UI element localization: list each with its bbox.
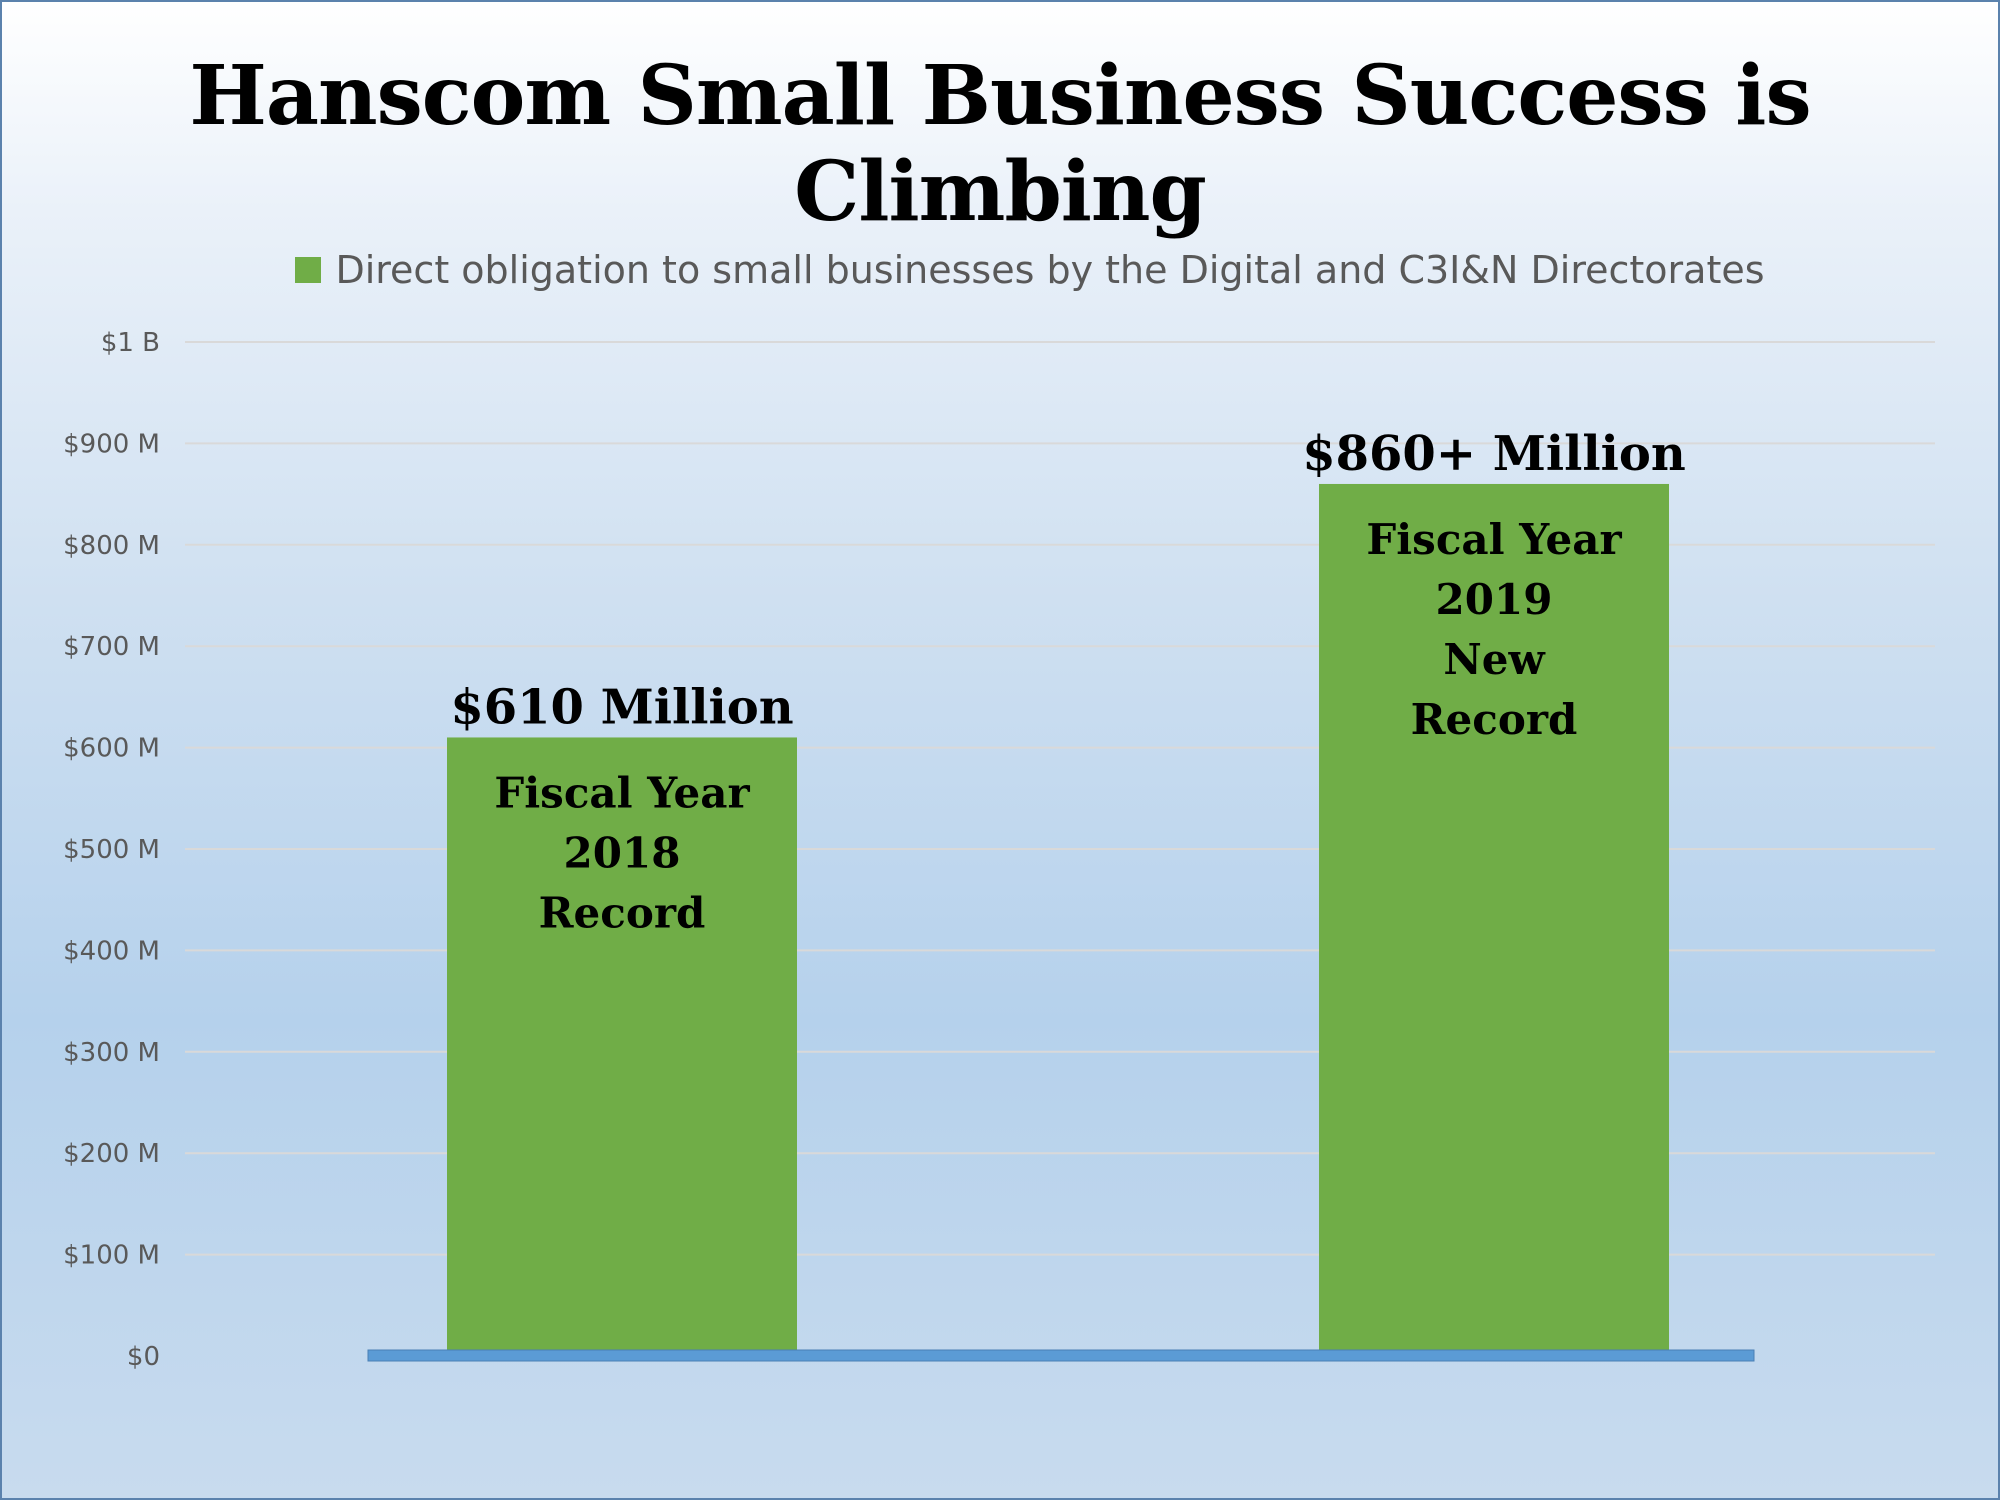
chart-legend: Direct obligation to small businesses by…	[230, 248, 1830, 292]
bar	[447, 737, 797, 1356]
bar-annotation-line: Fiscal Year	[1366, 515, 1622, 564]
y-tick-label: $300 M	[63, 1038, 160, 1068]
y-tick-label: $600 M	[63, 734, 160, 764]
bar-annotation-line: 2018	[564, 828, 681, 877]
data-label: $610 Million	[450, 679, 793, 735]
bar-annotation-line: New	[1443, 635, 1545, 684]
y-tick-label: $500 M	[63, 835, 160, 865]
bar-annotation-line: Fiscal Year	[494, 768, 750, 817]
y-tick-label: $400 M	[63, 936, 160, 966]
y-tick-label: $200 M	[63, 1139, 160, 1169]
bar	[1319, 483, 1669, 1357]
y-tick-label: $0	[127, 1342, 160, 1372]
chart-title: Hanscom Small Business Success is Climbi…	[189, 48, 1811, 240]
bar-annotation-line: Record	[1411, 695, 1578, 744]
data-label: $860+ Million	[1302, 426, 1686, 482]
y-tick-label: $100 M	[63, 1241, 160, 1271]
y-tick-label: $900 M	[63, 429, 160, 459]
y-tick-label: $800 M	[63, 531, 160, 561]
y-tick-label: $1 B	[101, 328, 160, 358]
y-tick-label: $700 M	[63, 632, 160, 662]
bar-annotation-line: Record	[539, 888, 706, 937]
legend-entry: Direct obligation to small businesses by…	[335, 248, 1765, 292]
x-axis-baseline	[367, 1349, 1755, 1362]
bar-annotation-line: 2019	[1436, 575, 1553, 624]
legend-swatch	[295, 257, 322, 283]
